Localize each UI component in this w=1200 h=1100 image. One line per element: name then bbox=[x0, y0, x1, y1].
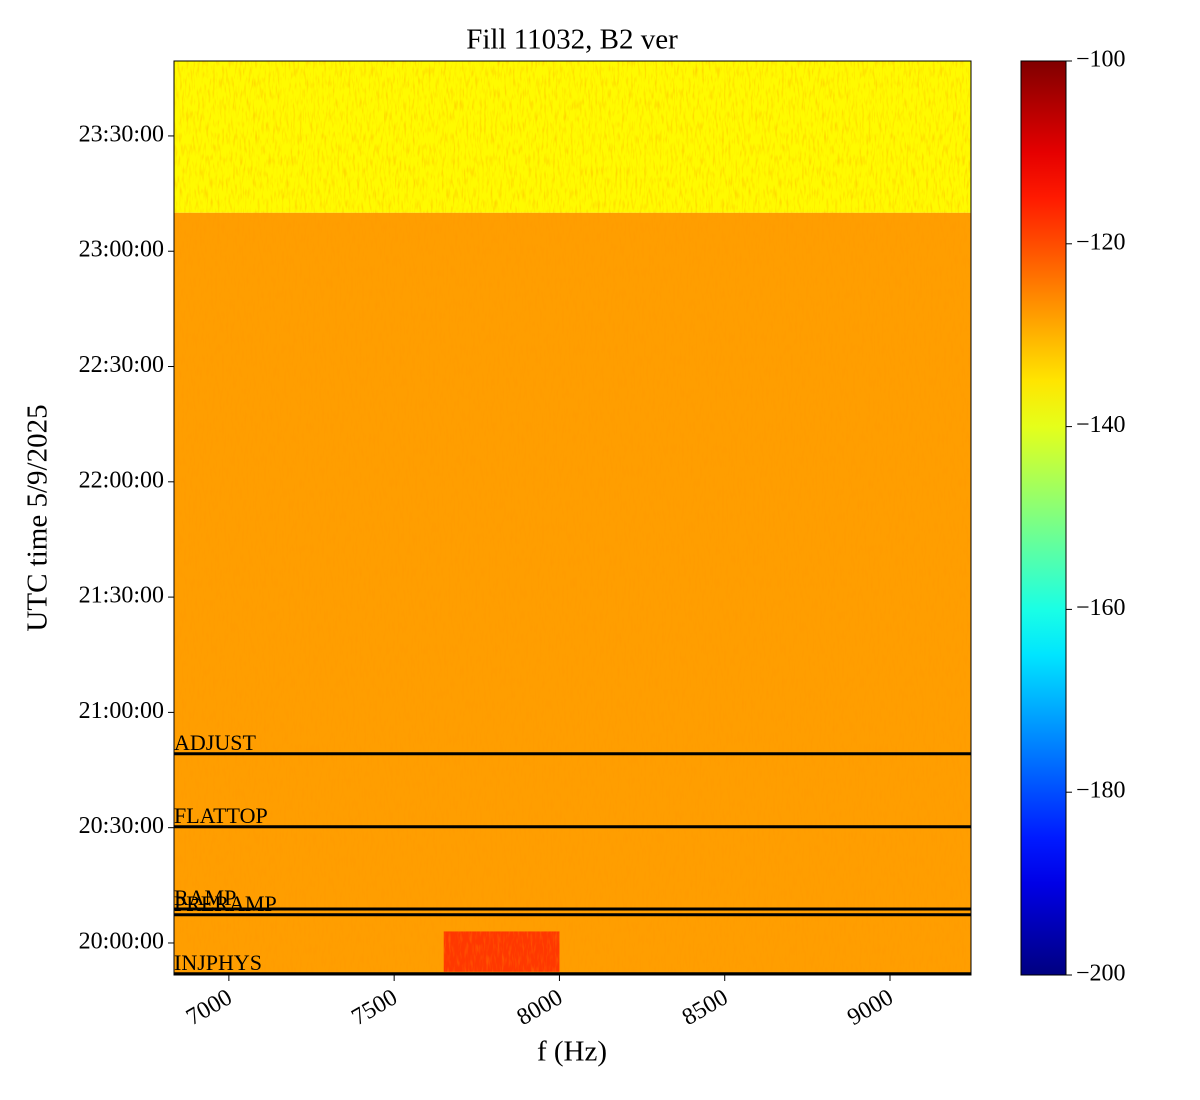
y-tick-label: 22:00:00 bbox=[79, 467, 164, 493]
event-label: FLATTOP bbox=[174, 803, 268, 828]
x-tick-label: 8500 bbox=[678, 984, 733, 1031]
colorbar-tick-label: −160 bbox=[1076, 595, 1126, 621]
y-axis-label: UTC time 5/9/2025 bbox=[22, 404, 54, 631]
y-tick-label: 21:30:00 bbox=[79, 583, 164, 609]
y-tick-label: 23:30:00 bbox=[79, 121, 164, 147]
y-tick-label: 20:00:00 bbox=[79, 928, 164, 954]
x-tick-label: 9000 bbox=[843, 984, 898, 1031]
event-label: INJPHYS bbox=[174, 950, 262, 975]
y-tick-label: 23:00:00 bbox=[79, 237, 164, 263]
plot-frame bbox=[173, 60, 972, 976]
event-label: ADJUST bbox=[174, 730, 256, 755]
x-tick-label: 7000 bbox=[182, 984, 237, 1031]
x-axis-label: f (Hz) bbox=[537, 1036, 607, 1068]
x-tick-label: 7500 bbox=[347, 984, 402, 1031]
y-tick-label: 20:30:00 bbox=[79, 813, 164, 839]
colorbar bbox=[1020, 60, 1067, 976]
colorbar-tick-label: −100 bbox=[1076, 47, 1126, 73]
x-tick-label: 8000 bbox=[513, 984, 568, 1031]
event-label: PRERAMP bbox=[174, 891, 277, 916]
colorbar-tick-label: −200 bbox=[1076, 961, 1126, 987]
colorbar-tick-label: −140 bbox=[1076, 412, 1126, 438]
y-tick-label: 21:00:00 bbox=[79, 698, 164, 724]
colorbar-tick-label: −180 bbox=[1076, 778, 1126, 804]
y-tick-label: 22:30:00 bbox=[79, 352, 164, 378]
chart-title: Fill 11032, B2 ver bbox=[466, 24, 678, 56]
noise-texture bbox=[174, 61, 971, 975]
event-label: RAMP bbox=[174, 885, 236, 910]
colorbar-tick-label: −120 bbox=[1076, 229, 1126, 255]
